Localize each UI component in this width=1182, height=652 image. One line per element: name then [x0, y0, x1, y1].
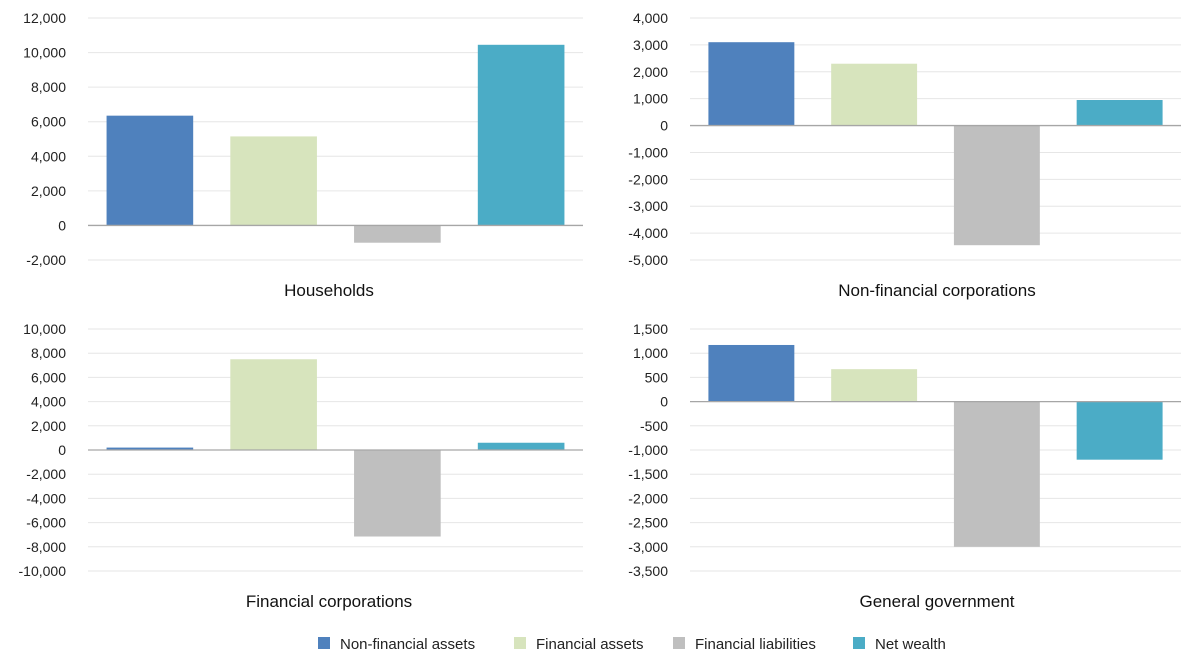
legend-label-financial-assets: Financial assets — [536, 636, 644, 652]
chart-panel: 10,000 8,000 6,000 4,000 2,000 0 -2,000 -4,000 -… — [19, 321, 583, 611]
bar-financial-liabilities — [954, 402, 1040, 547]
y-tick-label: -4,000 — [26, 490, 66, 506]
y-tick-label: -3,000 — [628, 539, 668, 555]
y-tick-label: 2,000 — [633, 64, 668, 80]
y-tick-label: 0 — [660, 118, 668, 134]
y-tick-label: -8,000 — [26, 539, 66, 555]
bar-net-wealth — [478, 45, 565, 226]
y-tick-label: 3,000 — [633, 37, 668, 53]
y-tick-label: 4,000 — [633, 10, 668, 26]
bar-financial-assets — [831, 64, 917, 126]
bar-net-wealth — [1077, 100, 1163, 126]
legend-swatch-non-financial-assets — [318, 637, 330, 649]
panel-title: Financial corporations — [246, 592, 412, 611]
panel-title: General government — [860, 592, 1015, 611]
y-tick-label: -5,000 — [628, 252, 668, 268]
bar-financial-liabilities — [354, 225, 441, 242]
bar-financial-liabilities — [354, 450, 441, 537]
bar-financial-assets — [230, 359, 317, 450]
y-tick-label: 4,000 — [31, 148, 66, 164]
y-tick-label: 0 — [58, 217, 66, 233]
y-tick-label: -2,500 — [628, 515, 668, 531]
legend-swatch-financial-assets — [514, 637, 526, 649]
y-tick-label: -2,000 — [26, 466, 66, 482]
y-tick-label: 2,000 — [31, 183, 66, 199]
y-tick-label: 10,000 — [23, 45, 66, 61]
y-tick-label: 1,500 — [633, 321, 668, 337]
y-tick-label: -1,500 — [628, 466, 668, 482]
bar-net-wealth — [1077, 402, 1163, 460]
y-tick-label: -6,000 — [26, 515, 66, 531]
y-tick-label: 1,000 — [633, 345, 668, 361]
chart-panel: 12,000 10,000 8,000 6,000 4,000 2,000 0 -2,000 H… — [23, 10, 583, 300]
y-tick-label: 2,000 — [31, 418, 66, 434]
panel-title: Households — [284, 281, 374, 300]
chart-panel: 1,500 1,000 500 0 -500 -1,000 -1,500 -2,000 -2,5… — [628, 321, 1181, 611]
y-tick-label: -4,000 — [628, 225, 668, 241]
bar-net-wealth — [478, 443, 565, 450]
bar-non-financial-assets — [708, 42, 794, 125]
legend-label-financial-liabilities: Financial liabilities — [695, 636, 816, 652]
y-tick-label: 0 — [660, 394, 668, 410]
y-tick-label: 8,000 — [31, 79, 66, 95]
bar-non-financial-assets — [708, 345, 794, 402]
bar-non-financial-assets — [107, 116, 194, 226]
bar-financial-assets — [230, 136, 317, 225]
y-tick-label: -2,000 — [628, 490, 668, 506]
y-tick-label: -1,000 — [628, 442, 668, 458]
y-tick-label: -2,000 — [26, 252, 66, 268]
legend-swatch-net-wealth — [853, 637, 865, 649]
y-tick-label: -1,000 — [628, 144, 668, 160]
y-tick-label: -3,000 — [628, 198, 668, 214]
y-tick-label: -10,000 — [19, 563, 67, 579]
y-tick-label: 10,000 — [23, 321, 66, 337]
legend-label-net-wealth: Net wealth — [875, 636, 946, 652]
chart-panels: 12,000 10,000 8,000 6,000 4,000 2,000 0 -2,000 H… — [19, 10, 1181, 611]
y-tick-label: 4,000 — [31, 394, 66, 410]
bar-financial-liabilities — [954, 126, 1040, 246]
legend-swatch-financial-liabilities — [673, 637, 685, 649]
y-tick-label: -500 — [640, 418, 668, 434]
y-tick-label: 6,000 — [31, 369, 66, 385]
y-tick-label: -2,000 — [628, 171, 668, 187]
y-tick-label: 6,000 — [31, 114, 66, 130]
y-tick-label: 0 — [58, 442, 66, 458]
panel-title: Non-financial corporations — [838, 281, 1036, 300]
y-tick-label: 8,000 — [31, 345, 66, 361]
y-tick-label: 500 — [645, 369, 669, 385]
bar-financial-assets — [831, 369, 917, 401]
y-tick-label: 12,000 — [23, 10, 66, 26]
y-tick-label: -3,500 — [628, 563, 668, 579]
chart-panel: 4,000 3,000 2,000 1,000 0 -1,000 -2,000 -3,000 -… — [628, 10, 1181, 300]
legend-label-non-financial-assets: Non-financial assets — [340, 636, 475, 652]
y-tick-label: 1,000 — [633, 91, 668, 107]
chart-legend: Non-financial assets Financial assets Fi… — [318, 636, 946, 652]
